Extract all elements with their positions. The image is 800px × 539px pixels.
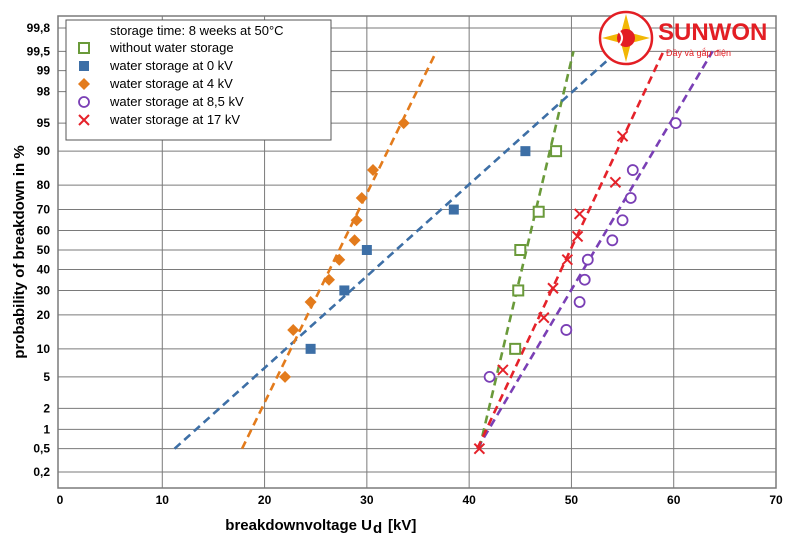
data-point (333, 253, 346, 266)
data-point (547, 282, 559, 294)
y-tick-label: 0,2 (33, 465, 50, 479)
x-tick-label: 0 (57, 493, 64, 507)
x-tick-label: 70 (769, 493, 783, 507)
x-tick-label: 30 (360, 493, 374, 507)
y-tick-label: 50 (37, 243, 51, 257)
x-tick-label: 20 (258, 493, 272, 507)
x-tick-label: 40 (462, 493, 476, 507)
x-axis-label-unit: [kV] (388, 517, 416, 534)
y-tick-label: 0,5 (33, 442, 50, 456)
y-axis-ticks: 0,2 0,5 1 2 5 10 20 30 40 50 60 70 80 90 95 98 99 99,5 99,… (27, 21, 51, 479)
y-axis-label: probability of breakdown in % (11, 145, 28, 358)
y-tick-label: 99,8 (27, 21, 51, 35)
y-tick-label: 20 (37, 308, 51, 322)
data-point (512, 284, 525, 297)
data-point (550, 145, 563, 158)
x-tick-label: 60 (667, 493, 681, 507)
legend: storage time: 8 weeks at 50°C without wa… (65, 19, 332, 141)
legend-marker (78, 42, 90, 54)
data-point (397, 117, 410, 130)
data-point (573, 296, 586, 308)
data-point (355, 191, 368, 204)
fit-line (173, 50, 619, 450)
data-point (578, 273, 591, 286)
data-point (348, 234, 361, 247)
data-points (279, 117, 682, 455)
y-tick-label: 98 (37, 85, 51, 99)
grid (58, 16, 776, 488)
y-tick-label: 10 (37, 342, 51, 356)
data-point (560, 324, 573, 336)
data-point (609, 176, 622, 188)
legend-marker (79, 61, 89, 71)
data-point (350, 214, 363, 227)
data-point (520, 146, 531, 157)
legend-entry: water storage at 4 kV (109, 76, 233, 91)
y-tick-label: 90 (37, 144, 51, 158)
data-point (509, 342, 522, 355)
data-point (616, 130, 629, 142)
x-axis-ticks: 0 10 20 30 40 50 60 70 (57, 493, 783, 507)
fit-line (476, 50, 714, 450)
legend-entry: water storage at 17 kV (109, 112, 240, 127)
legend-marker (78, 114, 90, 126)
x-axis-label-subscript: d (373, 520, 382, 537)
logo-tagline: Đầy và gắp điện (666, 48, 731, 58)
data-point (483, 370, 496, 383)
y-tick-label: 95 (37, 116, 51, 130)
data-point (473, 442, 486, 455)
legend-entry: water storage at 8,5 kV (109, 94, 244, 109)
y-tick-label: 80 (37, 178, 51, 192)
data-point (571, 230, 584, 243)
legend-box (65, 19, 332, 141)
data-point (561, 253, 574, 266)
y-tick-label: 1 (43, 422, 50, 436)
y-tick-label: 99 (37, 64, 51, 78)
legend-marker (78, 78, 90, 90)
data-point (305, 343, 316, 354)
data-point (287, 323, 300, 336)
y-tick-label: 60 (37, 223, 51, 237)
data-point (606, 234, 619, 247)
y-tick-label: 2 (43, 401, 50, 415)
data-point (514, 244, 527, 256)
data-point (626, 164, 639, 176)
data-point (581, 253, 594, 266)
y-tick-label: 99,5 (27, 44, 51, 58)
x-tick-label: 50 (565, 493, 579, 507)
sunwon-emblem-icon (598, 10, 654, 66)
legend-entry: without water storage (109, 40, 234, 55)
data-point (538, 312, 550, 324)
data-point (624, 192, 637, 204)
data-point (279, 370, 292, 383)
fit-line (478, 51, 575, 449)
plot-frame (57, 15, 777, 489)
data-point (448, 204, 459, 215)
data-point (339, 285, 350, 296)
fit-line (476, 50, 665, 450)
data-point (304, 296, 317, 309)
logo: SUNWON Đầy và gắp điện (598, 10, 767, 66)
data-point (669, 117, 682, 130)
x-axis-label: breakdownvoltage U (225, 517, 372, 534)
data-point (497, 364, 509, 376)
data-point (323, 273, 336, 286)
y-tick-label: 70 (37, 203, 51, 217)
data-point (366, 164, 379, 177)
x-tick-label: 10 (156, 493, 170, 507)
legend-items: without water storage water storage at 0 … (78, 40, 244, 127)
y-tick-label: 40 (37, 263, 51, 277)
legend-title: storage time: 8 weeks at 50°C (110, 23, 284, 38)
data-point (616, 214, 629, 227)
logo-name: SUNWON (658, 19, 767, 46)
data-point (361, 245, 372, 255)
legend-entry: water storage at 0 kV (109, 58, 233, 73)
data-point (532, 205, 545, 218)
y-tick-label: 5 (43, 370, 50, 384)
legend-marker (78, 96, 90, 108)
data-point (573, 208, 586, 220)
y-tick-label: 30 (37, 283, 51, 297)
